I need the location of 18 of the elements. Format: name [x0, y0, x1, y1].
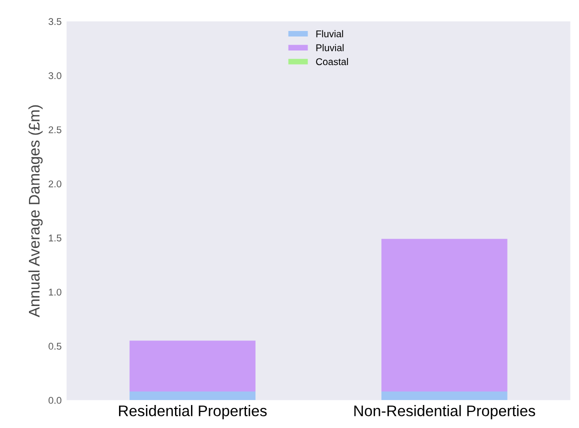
y-tick-label: 2.0 [48, 180, 62, 188]
bar [381, 238, 508, 392]
y-tick-label: 3.5 [48, 18, 62, 26]
y-tick-label: 2.5 [48, 126, 62, 134]
y-tick-label: 0.5 [48, 342, 62, 350]
y-tick-label: 1.5 [48, 234, 62, 242]
legend-label: Coastal [316, 58, 348, 66]
x-tick-label: Residential Properties [119, 405, 267, 420]
y-axis-title: Annual Average Damages (£m) [28, 105, 43, 318]
bar [130, 340, 256, 392]
legend-label: Fluvial [316, 30, 344, 38]
y-tick-label: 1.0 [48, 288, 62, 296]
y-tick-label: 3.0 [48, 72, 62, 80]
y-tick-label: 0.0 [48, 396, 62, 404]
bar [381, 392, 508, 400]
x-tick-label: Non-Residential Properties [354, 405, 536, 420]
bar [130, 392, 256, 400]
legend-label: Pluvial [316, 44, 344, 52]
